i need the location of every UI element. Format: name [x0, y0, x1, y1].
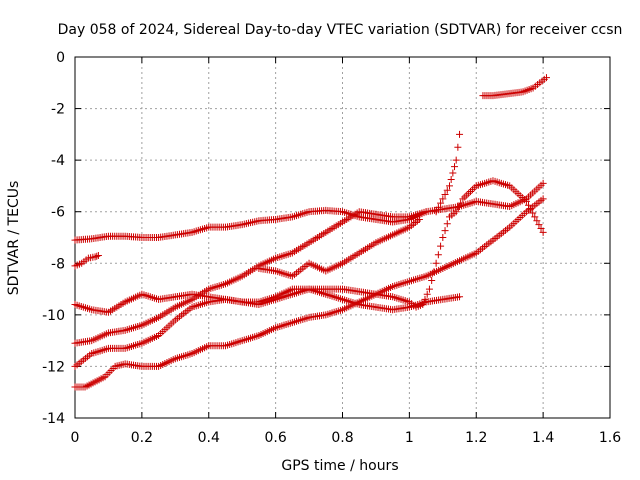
data-point — [432, 208, 440, 216]
grid-lines — [75, 57, 610, 418]
x-tick-label: 1.4 — [532, 430, 554, 446]
series-s8 — [432, 130, 464, 216]
data-points — [71, 74, 550, 391]
data-point — [463, 191, 471, 199]
y-tick-label: -2 — [51, 102, 65, 118]
data-point — [539, 228, 547, 236]
data-point — [423, 290, 431, 298]
series-s2 — [71, 252, 102, 270]
x-tick-label: 1 — [405, 430, 414, 446]
data-point — [452, 156, 460, 164]
data-point — [539, 179, 547, 187]
data-point — [465, 189, 473, 197]
data-point — [91, 253, 99, 261]
y-tick-label: -8 — [51, 256, 65, 272]
x-tick-label: 0.2 — [131, 430, 153, 446]
data-point — [456, 130, 464, 138]
data-point — [93, 252, 101, 260]
y-tick-label: -6 — [51, 205, 65, 221]
data-point — [434, 251, 442, 259]
data-point — [452, 208, 460, 216]
x-tick-label: 1.6 — [599, 430, 621, 446]
data-point — [533, 217, 541, 225]
chart-title: Day 058 of 2024, Sidereal Day-to-day VTE… — [58, 22, 623, 38]
data-point — [447, 175, 455, 183]
data-point — [439, 234, 447, 241]
data-point — [443, 220, 451, 228]
data-point — [437, 199, 445, 207]
data-point — [467, 187, 475, 195]
data-point — [441, 227, 449, 235]
series-s7 — [255, 215, 423, 280]
x-tick-label: 0.6 — [264, 430, 286, 446]
series-s3 — [71, 177, 547, 316]
data-point — [454, 143, 462, 151]
data-point — [451, 163, 459, 171]
y-tick-label: 0 — [56, 50, 65, 66]
data-point — [437, 242, 445, 250]
data-point — [542, 74, 550, 82]
series-s6 — [71, 195, 547, 391]
data-point — [432, 259, 440, 267]
x-axis-label: GPS time / hours — [281, 458, 398, 474]
x-tick-label: 0 — [71, 430, 80, 446]
y-tick-label: -14 — [42, 411, 65, 427]
data-point — [425, 285, 433, 293]
data-point — [539, 195, 547, 203]
y-tick-label: -12 — [42, 359, 65, 375]
series-s9 — [479, 74, 550, 100]
data-point — [415, 215, 423, 223]
data-point — [456, 293, 464, 301]
data-point — [461, 193, 469, 201]
data-point — [434, 203, 442, 211]
data-point — [428, 276, 436, 284]
data-point — [537, 224, 545, 232]
data-point — [443, 186, 451, 194]
data-point — [441, 191, 449, 199]
data-point — [535, 221, 543, 229]
y-axis-label: SDTVAR / TECUs — [6, 181, 22, 296]
data-point — [446, 182, 453, 190]
data-point — [529, 209, 537, 217]
data-point — [449, 169, 457, 177]
y-tick-label: -10 — [42, 308, 65, 324]
data-point — [439, 195, 447, 203]
tick-labels: 0 0.2 0.4 0.6 0.8 1 1.2 1.4 1.6 0 -2 -4 -6 -8 -10 -12 -1… — [42, 50, 621, 446]
data-point — [531, 213, 539, 221]
y-tick-label: -4 — [51, 153, 65, 169]
x-tick-label: 0.8 — [331, 430, 353, 446]
x-tick-label: 0.4 — [198, 430, 220, 446]
data-point — [468, 186, 476, 194]
x-tick-label: 1.2 — [465, 430, 487, 446]
data-point — [94, 252, 102, 260]
